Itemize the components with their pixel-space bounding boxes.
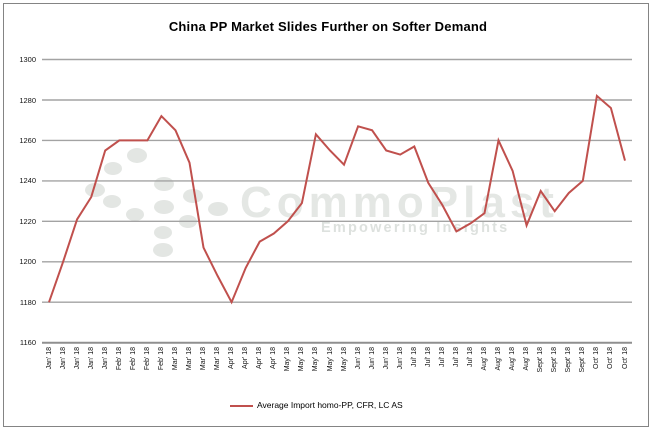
x-tick-label: Feb' 18 [129, 347, 137, 371]
legend-label: Average Import homo-PP, CFR, LC AS [257, 400, 403, 410]
x-tick-label: Apr' 18 [228, 347, 236, 369]
x-tick-label: Jun' 18 [382, 347, 390, 370]
x-tick-label: Sept' 18 [551, 347, 559, 373]
x-tick-label: Jul' 18 [410, 347, 418, 368]
watermark-logo-dot [154, 200, 174, 214]
chart-border [3, 3, 649, 427]
x-tick-label: Jan' 18 [59, 347, 67, 370]
watermark-logo-dot [183, 189, 203, 203]
x-tick-label: Jan' 18 [101, 347, 109, 370]
y-tick-label: 1260 [19, 135, 36, 145]
x-tick-label: Sept' 18 [537, 347, 545, 373]
y-tick-label: 1180 [19, 297, 36, 307]
watermark-logo-dot [153, 243, 173, 257]
x-tick-label: Jun' 18 [396, 347, 404, 370]
x-tick-label: Jun' 18 [354, 347, 362, 370]
y-tick-label: 1160 [19, 338, 36, 348]
x-tick-label: Jul' 18 [467, 347, 474, 368]
price-line-series [48, 93, 626, 305]
watermark-logo-dot [85, 183, 105, 197]
watermark-logo-dot [208, 202, 228, 216]
y-tick-label: 1240 [19, 176, 36, 186]
x-tick-label: Apr' 18 [270, 347, 278, 369]
x-tick-label: Jan' 18 [87, 347, 95, 370]
x-tick-label: May' 18 [298, 347, 306, 372]
x-tick-label: Sept' 18 [565, 347, 573, 373]
x-tick-label: Apr' 18 [242, 347, 250, 369]
x-tick-label: Mar' 18 [214, 347, 222, 371]
watermark-logo-dot [127, 147, 147, 163]
x-tick-label: Mar' 18 [200, 347, 207, 371]
watermark-brand-text: CommoPlast [240, 178, 559, 227]
x-tick-label: May' 18 [326, 347, 334, 372]
chart-title: China PP Market Slides Further on Softer… [168, 19, 488, 34]
x-tick-label: Mar' 18 [186, 347, 193, 371]
x-tick-label: Jul' 18 [452, 347, 460, 368]
gridlines [42, 58, 632, 344]
x-tick-label: Aug' 18 [509, 347, 517, 371]
watermark-logo-dot [126, 207, 144, 221]
watermark-logo-dot [154, 225, 172, 239]
x-tick-label: Jul' 18 [424, 347, 432, 368]
x-tick-label: Oct' 18 [593, 347, 601, 369]
x-tick-label: Oct' 18 [607, 347, 615, 369]
y-tick-label: 1220 [19, 216, 36, 226]
watermark-logo-dot [104, 161, 122, 175]
x-tick-label: Oct' 18 [621, 347, 629, 369]
x-tick-label: Feb' 18 [143, 347, 151, 371]
x-tick-label: Jul' 18 [438, 347, 446, 368]
x-tick-label: May' 18 [284, 347, 292, 372]
x-tick-label: Jun' 18 [368, 347, 376, 370]
x-tick-label: Feb' 18 [115, 347, 123, 371]
x-tick-label: Aug' 18 [523, 347, 531, 371]
x-tick-label: Aug' 18 [495, 347, 502, 371]
x-tick-label: Aug' 18 [481, 347, 488, 371]
x-tick-label: Jan' 18 [73, 347, 81, 370]
x-tick-label: Apr' 18 [256, 347, 264, 369]
x-tick-label: Feb' 18 [157, 347, 165, 371]
y-tick-label: 1200 [19, 257, 36, 267]
y-tick-label: 1280 [19, 95, 36, 105]
watermark-tagline: Empowering Insights [321, 220, 510, 236]
x-tick-label: Jan' 18 [45, 347, 53, 370]
legend-line-swatch [230, 405, 253, 407]
x-tick-label: May' 18 [312, 347, 320, 372]
x-tick-label: Sept' 18 [579, 347, 587, 373]
watermark-logo-dot [103, 194, 121, 208]
x-tick-label: May' 18 [340, 347, 348, 372]
x-tick-label: Mar' 18 [172, 347, 179, 371]
y-tick-label: 1300 [19, 55, 36, 64]
